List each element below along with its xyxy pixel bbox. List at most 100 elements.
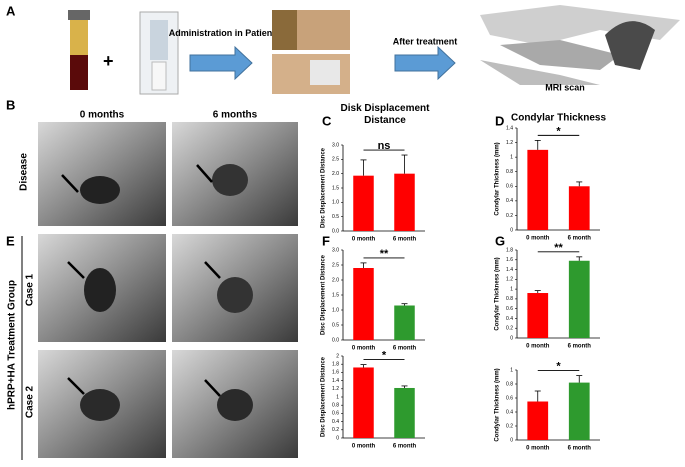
y-axis-label: Disc Displacement Distance xyxy=(321,147,327,228)
y-tick-label: 2.5 xyxy=(332,157,339,163)
y-tick-label: 0.4 xyxy=(506,409,513,415)
row-label: Case 2 xyxy=(25,385,36,418)
panel-label: G xyxy=(495,233,505,248)
bar xyxy=(353,268,374,340)
panel-label: A xyxy=(6,3,16,18)
y-tick-label: 0.4 xyxy=(332,419,339,425)
y-tick-label: 0.0 xyxy=(332,337,339,343)
y-axis-label: Disc Displacement Distance xyxy=(321,356,327,437)
group-label: hPRP+HA Treatment Group xyxy=(7,280,18,410)
panel-label: B xyxy=(6,97,15,112)
x-tick-label: 0 month xyxy=(526,446,550,452)
significance-label: ** xyxy=(554,242,563,254)
y-tick-label: 0.2 xyxy=(506,213,513,219)
tube-photo xyxy=(68,10,90,90)
y-tick-label: 0.6 xyxy=(506,306,513,312)
y-tick-label: 0.6 xyxy=(506,395,513,401)
x-tick-label: 0 month xyxy=(352,237,376,243)
bar xyxy=(568,186,590,230)
significance-label: ** xyxy=(380,248,389,260)
bar xyxy=(394,387,415,438)
x-tick-label: 0 month xyxy=(526,344,550,350)
panel-label: C xyxy=(322,113,332,128)
step-label: After treatment xyxy=(393,36,458,46)
y-axis-label: Condylar Thickness (mm) xyxy=(495,368,501,441)
y-tick-label: 0 xyxy=(510,227,513,233)
chart-title: Disk Displacement Distance xyxy=(340,103,430,126)
y-tick-label: 1.5 xyxy=(332,292,339,298)
y-tick-label: 0.0 xyxy=(332,228,339,234)
bar xyxy=(394,173,415,231)
bar xyxy=(394,305,415,340)
panel-label: E xyxy=(6,233,15,248)
y-tick-label: 1.8 xyxy=(332,362,339,368)
arrow xyxy=(189,45,253,81)
column-header: 0 months xyxy=(80,110,125,121)
y-tick-label: 1.2 xyxy=(506,277,513,283)
row-label: Disease xyxy=(19,153,30,191)
y-tick-label: 0.2 xyxy=(506,423,513,429)
y-tick-label: 0.8 xyxy=(506,169,513,175)
mri-model xyxy=(480,5,680,85)
y-tick-label: 2 xyxy=(336,353,339,359)
y-tick-label: 0 xyxy=(510,335,513,341)
y-tick-label: 0.8 xyxy=(332,403,339,409)
y-tick-label: 0.4 xyxy=(506,198,513,204)
bar xyxy=(527,293,549,338)
x-tick-label: 6 month xyxy=(568,236,592,242)
bar xyxy=(353,367,374,438)
y-tick-label: 1 xyxy=(510,367,513,373)
y-tick-label: 1.4 xyxy=(332,378,339,384)
y-tick-label: 1.6 xyxy=(506,257,513,263)
chart-title: Condylar Thickness xyxy=(511,113,606,124)
y-tick-label: 0.2 xyxy=(332,427,339,433)
y-tick-label: 0.2 xyxy=(506,326,513,332)
panel-label: F xyxy=(322,233,330,248)
y-tick-label: 0.6 xyxy=(332,411,339,417)
y-tick-label: 1.5 xyxy=(332,185,339,191)
syringe-photo xyxy=(139,11,179,95)
y-tick-label: 2.0 xyxy=(332,277,339,283)
y-tick-label: 1 xyxy=(510,154,513,160)
y-tick-label: 1.2 xyxy=(332,386,339,392)
x-tick-label: 6 month xyxy=(393,444,417,450)
significance-label: * xyxy=(556,361,561,373)
y-tick-label: 3.0 xyxy=(332,247,339,253)
y-tick-label: 1 xyxy=(336,394,339,400)
patient-photos xyxy=(272,10,350,94)
column-header: 6 months xyxy=(213,110,258,121)
y-tick-label: 0.6 xyxy=(506,184,513,190)
mri-images xyxy=(38,122,298,458)
y-tick-label: 1.0 xyxy=(332,200,339,206)
bar xyxy=(568,260,590,338)
y-tick-label: 1.8 xyxy=(506,247,513,253)
y-tick-label: 1.4 xyxy=(506,125,513,131)
bar xyxy=(568,382,590,440)
y-tick-label: 1.4 xyxy=(506,267,513,273)
significance-label: ns xyxy=(378,140,391,152)
panel-label: D xyxy=(495,113,504,128)
x-tick-label: 6 month xyxy=(393,346,417,352)
y-tick-label: 0.8 xyxy=(506,381,513,387)
y-axis-label: Condylar Thickness (mm) xyxy=(495,257,501,330)
x-tick-label: 0 month xyxy=(352,444,376,450)
pointer-arrows xyxy=(61,164,221,397)
y-tick-label: 0.4 xyxy=(506,316,513,322)
y-tick-label: 0 xyxy=(510,437,513,443)
y-tick-label: 2.5 xyxy=(332,262,339,268)
x-tick-label: 0 month xyxy=(352,346,376,352)
y-tick-label: 1.6 xyxy=(332,370,339,376)
y-tick-label: 1 xyxy=(510,286,513,292)
y-tick-label: 0 xyxy=(336,435,339,441)
y-tick-label: 0.5 xyxy=(332,214,339,220)
step-label: Administration in Patient xyxy=(169,28,276,38)
caption: MRI scan xyxy=(545,82,585,92)
significance-label: * xyxy=(382,350,387,362)
y-tick-label: 2.0 xyxy=(332,171,339,177)
step-text: Administration in Patient xyxy=(169,28,276,38)
bar xyxy=(527,401,549,440)
bar xyxy=(527,149,549,230)
x-tick-label: 6 month xyxy=(393,237,417,243)
